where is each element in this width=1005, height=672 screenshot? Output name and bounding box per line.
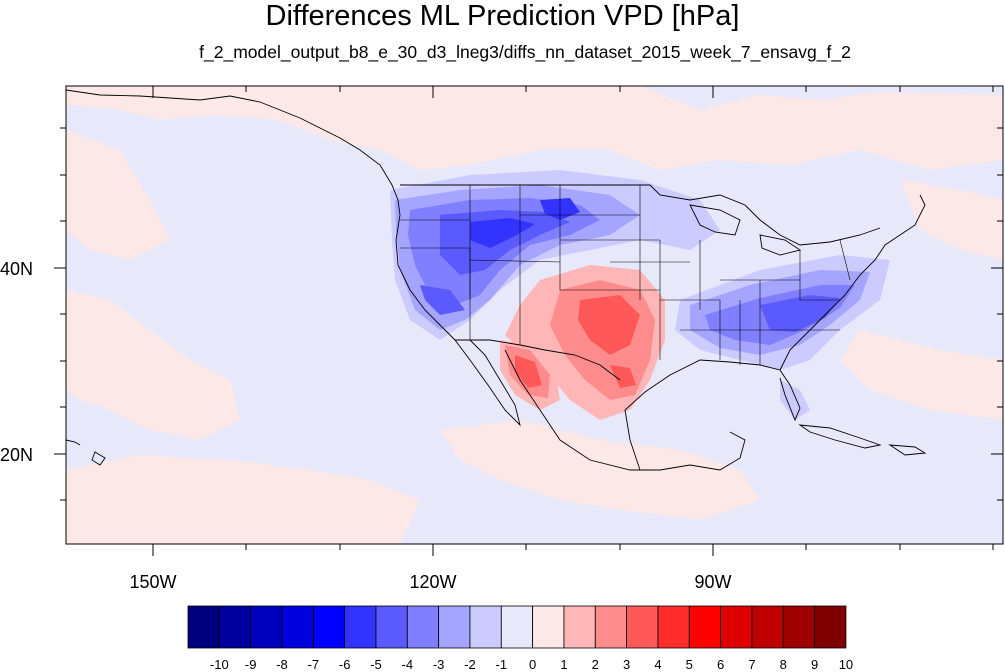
colorbar-swatch [218, 605, 252, 649]
positive-field-deep [515, 295, 640, 388]
colorbar-label: 2 [592, 657, 599, 672]
map-subtitle: f_2_model_output_b8_e_30_d3_lneg3/diffs_… [199, 42, 851, 62]
colorbar-label: 7 [748, 657, 755, 672]
lat-label-20n: 20N [0, 445, 33, 465]
plot-frame [65, 85, 1004, 545]
colorbar-label: 3 [623, 657, 630, 672]
lat-label-40n: 40N [0, 259, 33, 279]
colorbar-swatch [720, 605, 753, 649]
colorbar-label: -8 [276, 657, 288, 672]
colorbar-label: 6 [717, 657, 724, 672]
colorbar-swatch [688, 605, 722, 649]
lon-label-90w: 90W [694, 572, 731, 592]
colorbar-swatch [438, 605, 471, 649]
colorbar-swatch [500, 605, 534, 649]
colorbar-swatch [594, 605, 628, 649]
colorbar-label: 10 [839, 657, 853, 672]
colorbar-label: -10 [210, 657, 229, 672]
colorbar-swatch [532, 605, 565, 649]
colorbar-label: -4 [402, 657, 414, 672]
colorbar-swatch [469, 605, 502, 649]
colorbar-label: 4 [654, 657, 661, 672]
positive-field-light [66, 86, 1003, 544]
colorbar-swatch [344, 605, 377, 649]
colorbar-swatch [187, 605, 220, 649]
colorbar-label: -2 [464, 657, 476, 672]
colorbar-label: 5 [686, 657, 693, 672]
colorbar-swatch [751, 605, 784, 649]
colorbar-label: -9 [245, 657, 257, 672]
axis-ticks [54, 86, 1003, 556]
colorbar-swatch [250, 605, 283, 649]
colorbar-swatch [814, 605, 847, 649]
colorbar-label: -1 [496, 657, 508, 672]
colorbar-label: -7 [308, 657, 320, 672]
colorbar-label: 1 [560, 657, 567, 672]
colorbar-swatch [312, 605, 346, 649]
colorbar-label: 8 [780, 657, 787, 672]
colorbar-label: -5 [370, 657, 382, 672]
colorbar-label: 0 [529, 657, 536, 672]
state-borders [400, 185, 851, 365]
colorbar-label: 9 [811, 657, 818, 672]
colorbar-swatch [406, 605, 440, 649]
colorbar-swatch [657, 605, 690, 649]
colorbar: -10 -9 -8 -7 -6 -5 -4 -3 -2 -1 0 1 2 3 4 5 6 7 8 9 10 [187, 605, 853, 672]
negative-field-deep-southeast [760, 295, 840, 332]
lon-label-120w: 120W [409, 572, 456, 592]
map-title: Differences ML Prediction VPD [hPa] [265, 0, 740, 32]
colorbar-swatch [626, 605, 659, 649]
colorbar-label: -3 [433, 657, 445, 672]
colorbar-label: -6 [339, 657, 351, 672]
coastlines-and-borders [66, 89, 927, 471]
colorbar-swatch [281, 605, 314, 649]
colorbar-swatch [563, 605, 596, 649]
colorbar-swatch [782, 605, 816, 649]
map-plot-area [66, 86, 1003, 544]
colorbar-swatch [375, 605, 408, 649]
lon-label-150w: 150W [129, 572, 176, 592]
